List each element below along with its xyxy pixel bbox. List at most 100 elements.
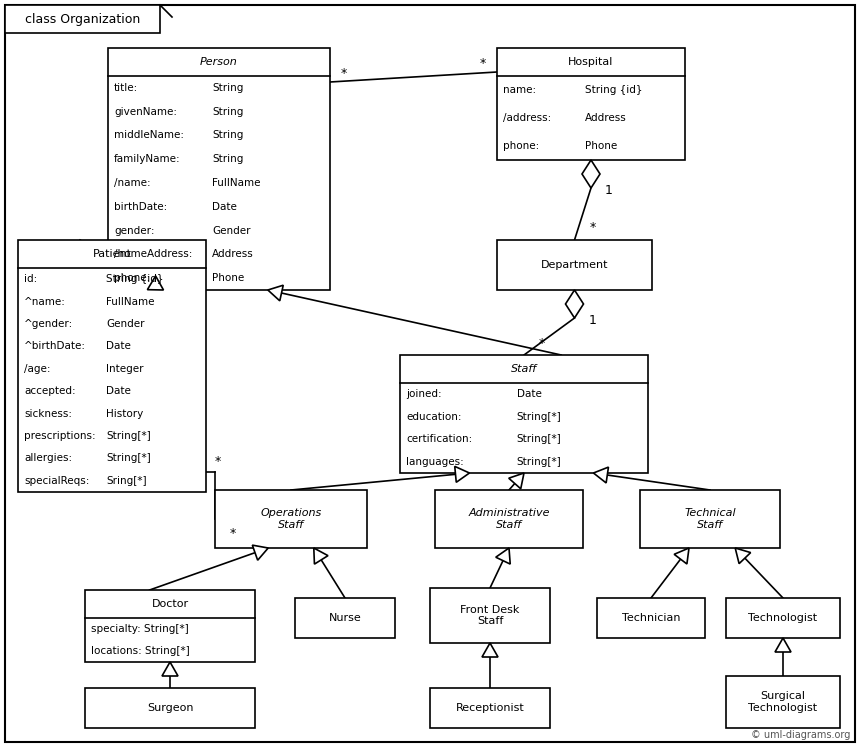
Text: Staff: Staff xyxy=(511,364,537,374)
Text: Date: Date xyxy=(212,202,237,212)
Polygon shape xyxy=(566,290,583,318)
Polygon shape xyxy=(674,548,689,564)
Text: ^birthDate:: ^birthDate: xyxy=(24,341,86,351)
Text: 1: 1 xyxy=(605,184,613,196)
Text: accepted:: accepted: xyxy=(24,386,76,396)
Text: Front Desk
Staff: Front Desk Staff xyxy=(460,605,519,626)
Text: joined:: joined: xyxy=(406,389,442,399)
Text: String: String xyxy=(212,154,243,164)
Text: Gender: Gender xyxy=(107,319,144,329)
Text: givenName:: givenName: xyxy=(114,107,177,117)
Text: ^gender:: ^gender: xyxy=(24,319,73,329)
Text: String[*]: String[*] xyxy=(107,453,151,463)
Text: Administrative
Staff: Administrative Staff xyxy=(468,508,550,530)
Text: Phone: Phone xyxy=(586,141,617,151)
Polygon shape xyxy=(314,548,328,564)
Text: Gender: Gender xyxy=(212,226,251,235)
Bar xyxy=(108,48,330,290)
Bar xyxy=(85,688,255,728)
Text: id:: id: xyxy=(24,274,37,284)
Text: certification:: certification: xyxy=(406,434,472,444)
Text: familyName:: familyName: xyxy=(114,154,181,164)
Bar xyxy=(85,590,255,662)
Bar xyxy=(497,48,685,160)
Polygon shape xyxy=(252,545,268,560)
Text: allergies:: allergies: xyxy=(24,453,72,463)
Text: Address: Address xyxy=(586,113,627,123)
Polygon shape xyxy=(735,548,751,564)
Text: Sring[*]: Sring[*] xyxy=(107,476,147,486)
Bar xyxy=(435,490,583,548)
Text: /age:: /age: xyxy=(24,364,51,374)
Bar xyxy=(640,490,780,548)
Text: *: * xyxy=(215,456,221,468)
Text: locations: String[*]: locations: String[*] xyxy=(91,646,190,656)
Text: FullName: FullName xyxy=(107,297,155,306)
Text: Receptionist: Receptionist xyxy=(456,703,525,713)
Bar xyxy=(215,490,367,548)
Text: gender:: gender: xyxy=(114,226,155,235)
Text: Surgeon: Surgeon xyxy=(147,703,194,713)
Bar xyxy=(5,5,160,33)
Text: 1: 1 xyxy=(588,314,597,326)
Bar xyxy=(18,240,206,492)
Text: String {id}: String {id} xyxy=(586,85,643,95)
Polygon shape xyxy=(455,466,470,483)
Text: phone:: phone: xyxy=(114,273,150,283)
Text: Operations
Staff: Operations Staff xyxy=(261,508,322,530)
Text: *: * xyxy=(589,222,596,235)
Bar xyxy=(726,676,840,728)
Text: middleName:: middleName: xyxy=(114,131,184,140)
Polygon shape xyxy=(162,662,178,676)
Text: Nurse: Nurse xyxy=(329,613,361,623)
Text: String[*]: String[*] xyxy=(517,434,562,444)
Text: History: History xyxy=(107,409,144,418)
Bar xyxy=(726,598,840,638)
Text: Technical
Staff: Technical Staff xyxy=(685,508,736,530)
Text: Department: Department xyxy=(541,260,608,270)
Text: /homeAddress:: /homeAddress: xyxy=(114,249,193,259)
Bar xyxy=(430,588,550,643)
Bar xyxy=(430,688,550,728)
Text: © uml-diagrams.org: © uml-diagrams.org xyxy=(751,730,850,740)
Text: phone:: phone: xyxy=(503,141,539,151)
Text: birthDate:: birthDate: xyxy=(114,202,167,212)
Text: Phone: Phone xyxy=(212,273,244,283)
Text: class Organization: class Organization xyxy=(25,13,140,25)
Text: Hospital: Hospital xyxy=(568,57,614,67)
Text: Doctor: Doctor xyxy=(151,599,188,609)
Text: String[*]: String[*] xyxy=(107,431,151,441)
Text: Integer: Integer xyxy=(107,364,144,374)
Text: title:: title: xyxy=(114,83,138,93)
Text: Address: Address xyxy=(212,249,254,259)
Text: /address:: /address: xyxy=(503,113,551,123)
Text: *: * xyxy=(341,67,347,81)
Bar xyxy=(295,598,395,638)
Text: Date: Date xyxy=(107,341,132,351)
Text: education:: education: xyxy=(406,412,462,422)
Text: String: String xyxy=(212,83,243,93)
Bar xyxy=(497,240,652,290)
Text: *: * xyxy=(230,527,236,541)
Text: ^name:: ^name: xyxy=(24,297,66,306)
Polygon shape xyxy=(267,285,283,301)
Polygon shape xyxy=(775,638,791,652)
Text: languages:: languages: xyxy=(406,456,464,467)
Text: String: String xyxy=(212,131,243,140)
Polygon shape xyxy=(482,643,498,657)
Polygon shape xyxy=(593,467,608,483)
Text: sickness:: sickness: xyxy=(24,409,72,418)
Text: Technologist: Technologist xyxy=(748,613,818,623)
Bar xyxy=(597,598,705,638)
Polygon shape xyxy=(582,160,600,188)
Text: Surgical
Technologist: Surgical Technologist xyxy=(748,691,818,713)
Bar xyxy=(400,355,648,473)
Text: String {id}: String {id} xyxy=(107,274,164,284)
Text: String[*]: String[*] xyxy=(517,412,562,422)
Text: specialty: String[*]: specialty: String[*] xyxy=(91,624,188,634)
Text: /name:: /name: xyxy=(114,178,150,188)
Text: String: String xyxy=(212,107,243,117)
Text: prescriptions:: prescriptions: xyxy=(24,431,95,441)
Polygon shape xyxy=(495,548,510,564)
Text: name:: name: xyxy=(503,85,536,95)
